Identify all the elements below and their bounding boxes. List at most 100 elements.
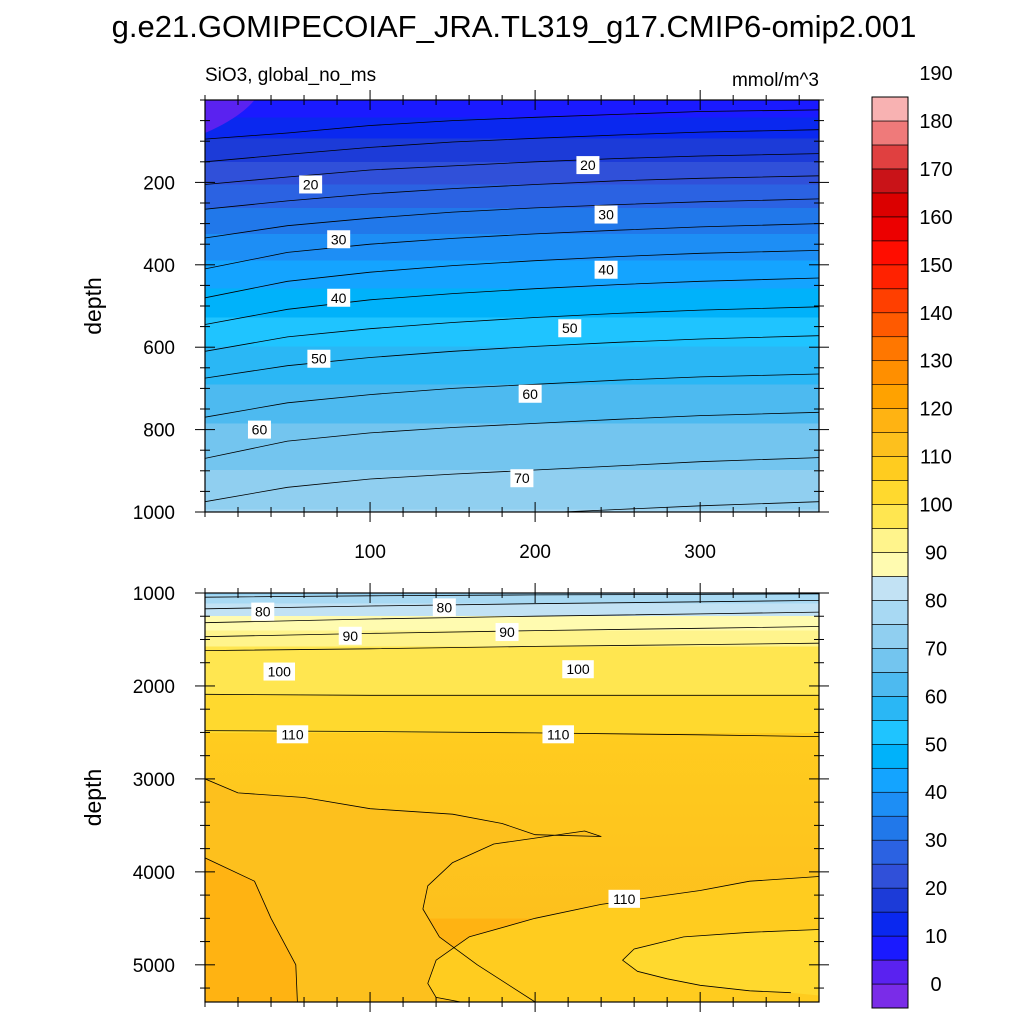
- y-tick-label: 800: [143, 421, 175, 442]
- contour-line-45: [205, 277, 819, 325]
- colorbar-swatch: [871, 767, 909, 793]
- colorbar-swatch: [871, 743, 909, 769]
- contour-line-75: [552, 501, 819, 512]
- x-tick-label: 300: [684, 542, 716, 563]
- contour-line-55: [205, 335, 819, 379]
- colorbar-swatch: [871, 456, 909, 481]
- contour-label: 60: [252, 422, 268, 438]
- colorbar-tick-label: 90: [925, 543, 947, 565]
- contour-label: 100: [566, 661, 590, 677]
- colorbar-swatch: [871, 408, 909, 433]
- contour-label-box: [495, 623, 519, 642]
- contour-line-85: [205, 611, 819, 624]
- contour-line-110: [427, 876, 819, 1002]
- colorbar-swatch: [871, 911, 909, 937]
- colorbar-tick-label: 120: [919, 399, 952, 421]
- contour-label: 110: [547, 726, 570, 742]
- colorbar-swatch: [871, 839, 909, 865]
- colorbar-swatch: [871, 576, 909, 601]
- contour-label: 20: [303, 176, 319, 192]
- colorbar-swatch: [871, 120, 909, 146]
- contour-line-10: [205, 109, 819, 140]
- contour-line-30: [205, 198, 819, 239]
- contour-label-box: [576, 156, 600, 175]
- contour-label: 70: [514, 470, 530, 486]
- contour-line-25: [205, 175, 819, 210]
- colorbar-swatch: [871, 264, 909, 290]
- contour-label-box: [542, 725, 574, 744]
- contour-line-115: [205, 857, 298, 1002]
- region-100-105: [622, 929, 819, 996]
- colorbar: 0 10 20 30 40 50 60 70 80 90 100 110 120 130 140 150 160…: [871, 63, 953, 1009]
- colorbar-tick-label: 130: [919, 351, 952, 373]
- contour-label: 110: [281, 726, 304, 742]
- colorbar-frame: [871, 96, 909, 1009]
- contour-label: 80: [255, 604, 271, 620]
- y-axis-label: depth: [80, 769, 106, 827]
- contour-label-box: [263, 662, 296, 681]
- colorbar-tick-label: 30: [925, 830, 947, 852]
- colorbar-swatch: [871, 144, 909, 170]
- contour-label-box: [594, 260, 618, 279]
- contour-label-box: [518, 384, 542, 403]
- contour-label-box: [307, 349, 331, 368]
- colorbar-swatch: [871, 432, 909, 457]
- y-tick-label: 400: [143, 256, 175, 277]
- x-tick-label: 100: [354, 542, 386, 563]
- contour-label: 20: [580, 157, 596, 173]
- contour-label: 30: [331, 231, 347, 247]
- region-110-115: [205, 778, 819, 1002]
- contour-line-95: [205, 642, 819, 651]
- contour-label-box: [327, 288, 351, 307]
- colorbar-swatch: [871, 288, 909, 314]
- y-tick-label: 600: [143, 338, 175, 359]
- contour-label: 80: [437, 599, 453, 615]
- colorbar-swatch: [871, 240, 909, 266]
- contour-line-70: [205, 457, 819, 503]
- contour-line-100: [205, 693, 819, 696]
- colorbar-tick-label: 160: [919, 207, 952, 229]
- colorbar-swatch: [871, 216, 909, 242]
- y-axis-label: depth: [80, 277, 106, 335]
- colorbar-tick-label: 140: [919, 303, 952, 325]
- colorbar-tick-label: 20: [925, 878, 947, 900]
- contour-label-box: [276, 725, 309, 744]
- colorbar-swatch: [871, 600, 909, 625]
- colorbar-swatch: [871, 504, 909, 529]
- contour-label: 40: [598, 262, 614, 278]
- low-value-patch: [205, 100, 255, 133]
- contour-line-50: [205, 306, 819, 352]
- colorbar-swatch: [871, 983, 909, 1009]
- contour-label: 50: [311, 351, 327, 367]
- y-tick-label: 3000: [133, 770, 175, 791]
- colorbar-tick-label: 60: [925, 686, 947, 708]
- contour-label: 60: [522, 386, 538, 402]
- colorbar-swatch: [871, 959, 909, 985]
- colorbar-swatch: [871, 624, 909, 649]
- y-tick-label: 2000: [133, 677, 175, 698]
- contour-label-box: [338, 626, 362, 645]
- colorbar-swatch: [871, 791, 909, 817]
- colorbar-tick-label: 180: [919, 111, 952, 133]
- y-tick-label: 4000: [133, 863, 175, 884]
- contour-line-90: [205, 626, 819, 638]
- contour-line-15: [205, 129, 819, 163]
- colorbar-swatch: [871, 672, 909, 697]
- y-tick-label: 5000: [133, 956, 175, 977]
- contour-label: 90: [342, 628, 358, 644]
- contour-label-box: [251, 602, 275, 621]
- colorbar-swatch: [871, 192, 909, 218]
- colorbar-swatch: [871, 384, 909, 409]
- colorbar-tick-label: 100: [919, 495, 952, 517]
- contour-line-40: [205, 250, 819, 299]
- contour-label: 100: [268, 664, 292, 680]
- colorbar-swatch: [871, 528, 909, 553]
- upper-panel: 20 20 30 30 40 40 50 50 60 60 70 100 200 300 200 400 600…: [80, 90, 829, 563]
- contour-label-box: [510, 469, 534, 488]
- contour-label-box: [247, 420, 271, 439]
- contour-line-80: [205, 600, 819, 610]
- y-tick-label: 200: [143, 173, 175, 194]
- colorbar-swatch: [871, 863, 909, 889]
- contour-label-box: [562, 660, 594, 679]
- contour-line-35: [205, 223, 819, 270]
